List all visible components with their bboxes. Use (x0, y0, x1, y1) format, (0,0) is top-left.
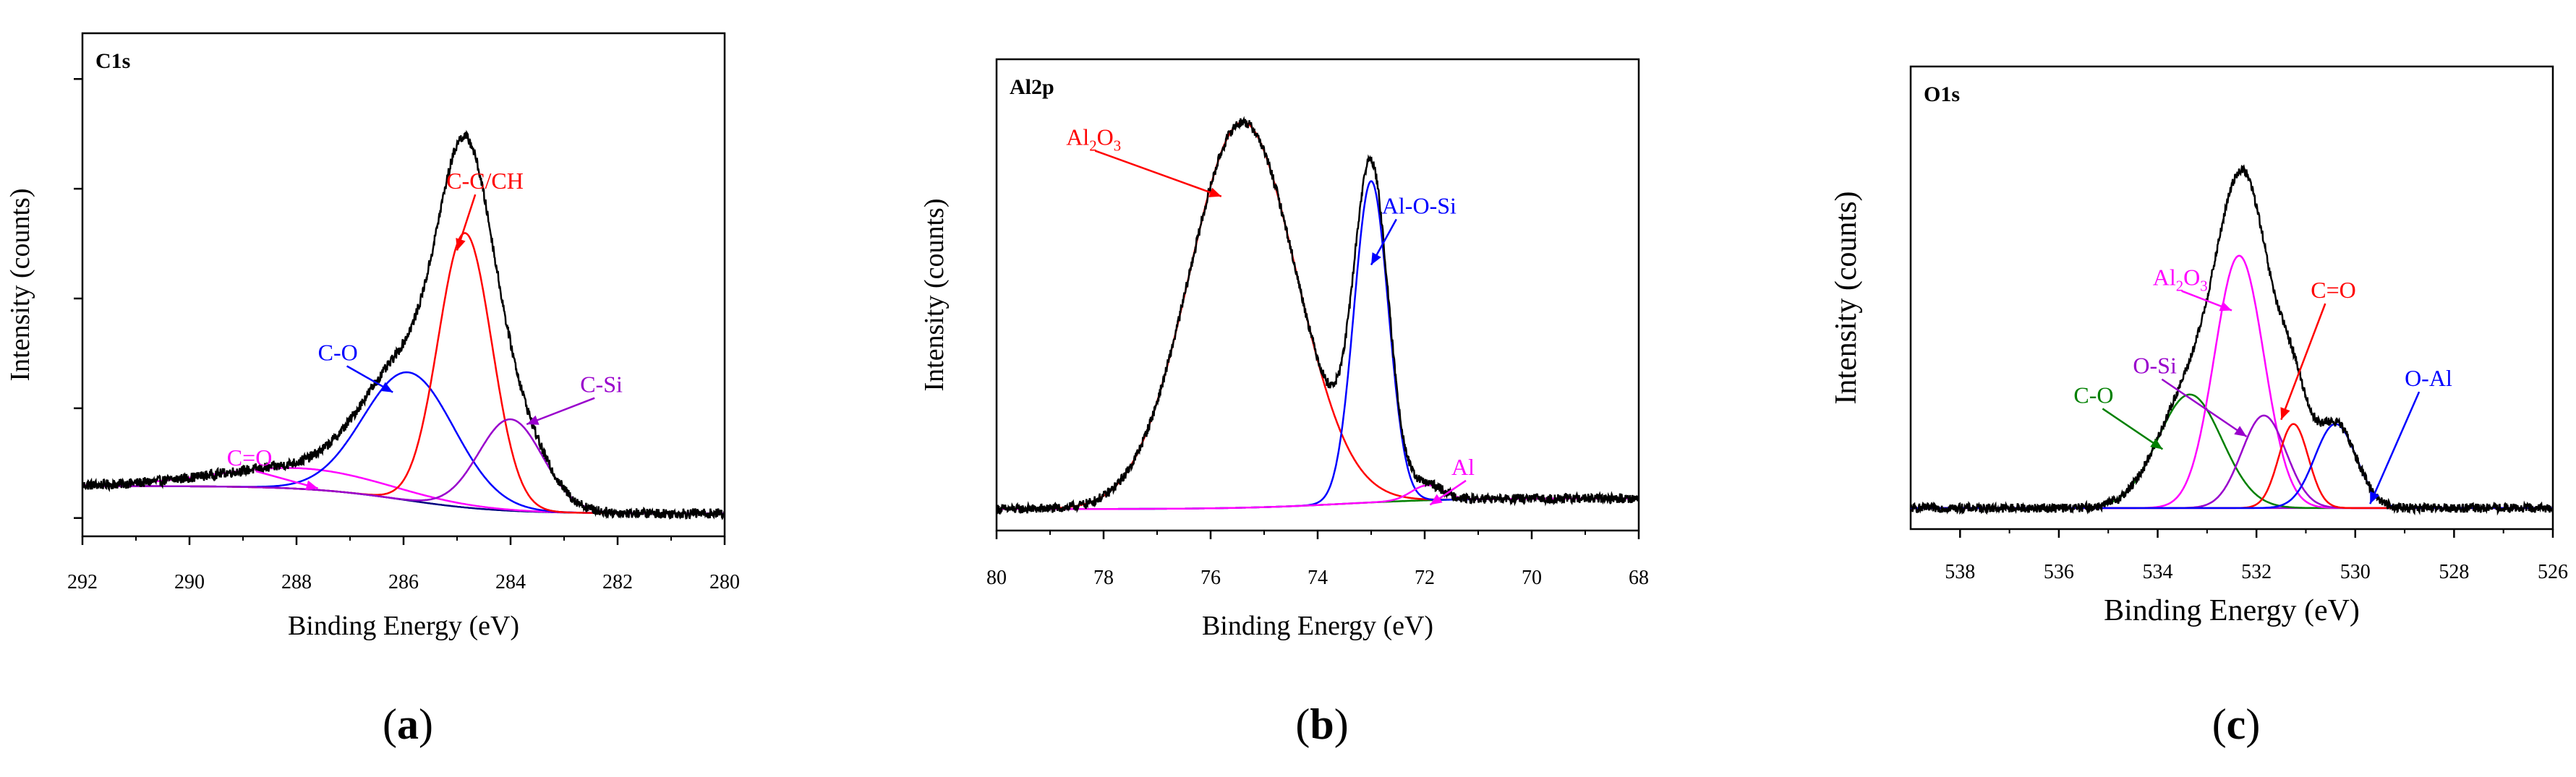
peak-al2o3-b (997, 121, 1639, 510)
annotation-arrowhead-c-1 (2219, 301, 2232, 312)
annotation-label-b-2: Al (1451, 454, 1475, 480)
x-tick-label-c: 530 (2340, 561, 2371, 583)
peak-c-o-c (1911, 423, 2553, 510)
annotation-arrowhead-a-1 (380, 382, 393, 392)
annotation-label-b-1: Al-O-Si (1382, 192, 1457, 218)
annotation-arrowhead-c-4 (2370, 491, 2380, 505)
x-tick-label-c: 538 (1945, 561, 1975, 583)
x-tick-label-b: 80 (986, 567, 1007, 589)
annotation-arrowhead-c-0 (2150, 438, 2163, 450)
x-tick-label-c: 526 (2538, 561, 2568, 583)
annotation-arrow-c-4 (2369, 391, 2421, 505)
peak-al2o3-c (1911, 254, 2553, 510)
plot-frame-c (1909, 65, 2554, 531)
panel-title-c: O1s (1924, 82, 1960, 106)
annotation-label-a-1: C-O (318, 339, 358, 365)
annotation-arrowhead-a-3 (526, 415, 539, 425)
y-axis-label-b: Intensity (counts) (919, 198, 950, 391)
curves-b (997, 116, 1639, 515)
annotation-arrowhead-b-1 (1371, 252, 1381, 265)
x-tick-label-b: 72 (1415, 567, 1435, 589)
x-tick-label-c: 532 (2241, 561, 2272, 583)
peak-o-al-c (1911, 423, 2553, 510)
annotation-arrowhead-a-2 (456, 238, 466, 251)
x-tick-label-b: 76 (1200, 567, 1221, 589)
annotation-arrow-c-0 (2102, 408, 2164, 450)
annotation-label-b-0: Al2O3 (1066, 124, 1121, 155)
annotation-arrowhead-a-0 (305, 480, 318, 491)
annotation-arrowhead-c-2 (2234, 426, 2247, 437)
peak-c-o-a (82, 371, 725, 515)
annotation-label-c-4: O-Al (2405, 365, 2452, 391)
plot-frame-a (81, 32, 726, 538)
x-tick-label-b: 70 (1522, 567, 1542, 589)
annotation-arrow-c-3 (2280, 303, 2326, 421)
panel-b: 80 78 76 74 72 70 68 Al2p Binding Energy (eV) Int… (919, 58, 1649, 748)
panel-label-a: (a) (383, 700, 433, 748)
plot-frame-b (995, 58, 1640, 532)
x-tick-label-b: 74 (1308, 567, 1328, 589)
panel-title-b: Al2p (1010, 75, 1054, 99)
panel-title-a: C1s (95, 49, 130, 73)
x-tick-label-a: 290 (174, 571, 205, 593)
x-tick-label-c: 536 (2044, 561, 2074, 583)
annotation-arrowhead-c-3 (2280, 407, 2290, 420)
annotation-arrow-c-2 (2161, 378, 2248, 438)
raw-spectrum-b (997, 116, 1639, 515)
annotation-label-a-0: C=O (227, 445, 273, 471)
x-tick-label-a: 282 (602, 571, 633, 593)
curves-a (82, 129, 725, 520)
annotation-arrow-a-3 (526, 397, 595, 426)
raw-spectrum-c (1911, 164, 2553, 516)
x-tick-label-b: 68 (1629, 567, 1649, 589)
x-tick-label-c: 528 (2439, 561, 2469, 583)
annotation-label-a-2: C-C/CH (446, 168, 524, 194)
annotation-label-c-3: C=O (2311, 277, 2356, 303)
annotation-label-c-2: O-Si (2133, 353, 2177, 379)
peak-c-si-a (82, 418, 725, 515)
annotation-label-c-0: C-O (2073, 382, 2113, 408)
x-axis-label-c: Binding Energy (eV) (2104, 594, 2360, 627)
annotation-arrow-b-0 (1094, 150, 1222, 197)
panel-label-b: (b) (1295, 700, 1348, 748)
peak-c-o-c (1911, 393, 2553, 510)
annotation-arrowhead-b-2 (1430, 494, 1443, 505)
annotation-label-a-3: C-Si (580, 372, 623, 398)
x-tick-label-c: 534 (2143, 561, 2173, 583)
curves-c (1911, 164, 2553, 516)
peak-al-o-si-b (997, 180, 1639, 510)
peak-o-si-c (1911, 414, 2553, 510)
panel-a: 292 290 288 286 284 282 280 C1s Binding Energy (… (5, 32, 740, 748)
annotation-label-c-1: Al2O3 (2153, 265, 2208, 295)
x-tick-label-a: 280 (709, 571, 740, 593)
x-tick-label-a: 292 (67, 571, 98, 593)
y-axis-label-c: Intensity (counts) (1830, 191, 1863, 404)
x-tick-label-a: 284 (495, 571, 526, 593)
panel-label-c: (c) (2212, 700, 2261, 748)
x-tick-label-a: 286 (388, 571, 419, 593)
x-axis-label-a: Binding Energy (eV) (288, 611, 519, 641)
peak-c-o-a (82, 467, 725, 515)
panel-c: 538 536 534 532 530 528 526 O1s Binding Energy (… (1830, 65, 2568, 748)
annotation-arrowhead-b-0 (1208, 187, 1221, 197)
x-tick-label-a: 288 (281, 571, 312, 593)
raw-spectrum-a (82, 129, 725, 520)
y-axis-label-a: Intensity (counts) (5, 188, 35, 381)
x-axis-label-b: Binding Energy (eV) (1202, 611, 1433, 641)
x-tick-label-b: 78 (1093, 567, 1114, 589)
